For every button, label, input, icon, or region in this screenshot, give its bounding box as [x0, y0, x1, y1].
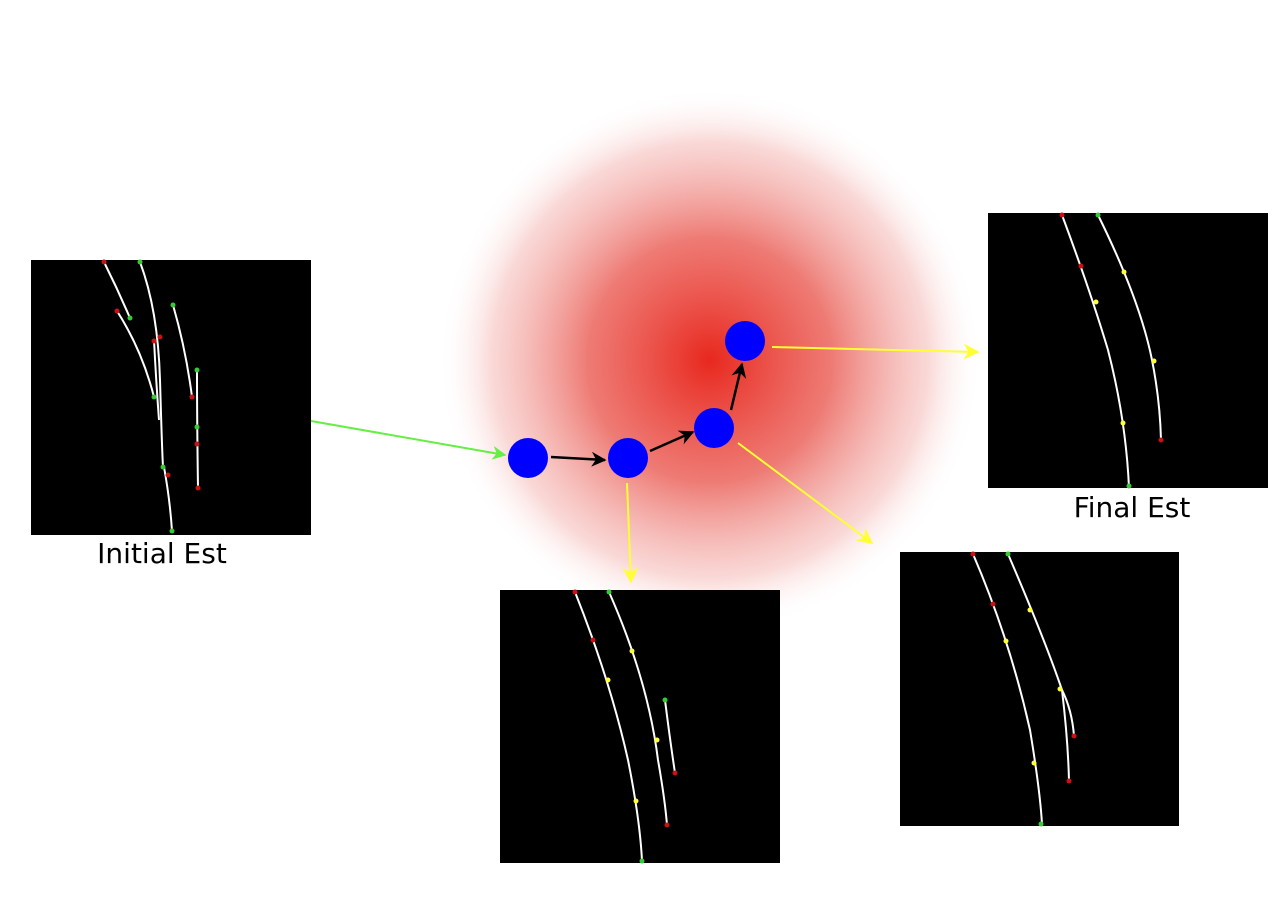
endpoint-marker [127, 315, 133, 321]
lane-curve [664, 699, 676, 774]
state-node [608, 438, 648, 478]
endpoint-marker [1057, 686, 1063, 692]
endpoint-marker [664, 822, 670, 828]
endpoint-marker [572, 589, 578, 595]
endpoint-marker [1031, 760, 1037, 766]
lane-curve [153, 339, 160, 421]
lane-curve [608, 591, 668, 826]
endpoint-marker [654, 737, 660, 743]
endpoint-marker [1003, 638, 1009, 644]
endpoint-marker [1071, 733, 1077, 739]
state-node [725, 321, 765, 361]
intermediate-estimate-panel [500, 589, 780, 864]
endpoint-marker [1126, 483, 1132, 489]
endpoint-marker [639, 858, 645, 864]
endpoint-marker [606, 589, 612, 595]
endpoint-marker [1095, 212, 1101, 218]
endpoint-marker [1078, 263, 1084, 269]
endpoint-marker [194, 424, 200, 430]
endpoint-marker [1038, 821, 1044, 827]
step-arrow [729, 362, 747, 411]
lane-curve [172, 304, 193, 398]
endpoint-marker [1027, 607, 1033, 613]
endpoint-marker [165, 472, 171, 478]
endpoint-marker [672, 770, 678, 776]
lane-curve [139, 261, 164, 468]
endpoint-marker [590, 637, 596, 643]
final-estimate-image [988, 213, 1268, 488]
endpoint-marker [1151, 358, 1157, 364]
initial-estimate-image [31, 260, 311, 535]
final-estimate-panel [988, 212, 1268, 489]
endpoint-marker [1005, 551, 1011, 557]
endpoint-marker [169, 528, 175, 534]
lane-curve [1061, 214, 1130, 489]
endpoint-marker [1093, 299, 1099, 305]
lane-curve [163, 466, 173, 532]
initial-estimate-label: Initial Est [97, 537, 227, 570]
endpoint-marker [195, 485, 201, 491]
endpoint-marker [1158, 437, 1164, 443]
state-node [694, 408, 734, 448]
step-arrow [649, 430, 695, 453]
endpoint-marker [151, 394, 157, 400]
endpoint-marker [1120, 420, 1126, 426]
intermediate-estimate-image [900, 552, 1179, 826]
endpoint-marker [114, 308, 120, 314]
endpoint-marker [160, 464, 166, 470]
endpoint-marker [101, 259, 107, 265]
endpoint-marker [990, 601, 996, 607]
lane-curve [1007, 553, 1075, 737]
state-node [508, 438, 548, 478]
lane-curve [103, 261, 131, 319]
intermediate-estimate-panel [900, 551, 1179, 827]
output-arrow [622, 482, 639, 584]
output-arrow [771, 343, 980, 360]
lane-curve [972, 553, 1043, 825]
final-estimate-label: Final Est [1074, 491, 1191, 524]
endpoint-marker [1059, 212, 1065, 218]
output-arrow [737, 442, 874, 544]
lane-curve [1097, 214, 1162, 441]
endpoint-marker [633, 798, 639, 804]
endpoint-marker [629, 648, 635, 654]
endpoint-marker [194, 367, 200, 373]
intermediate-estimate-image [500, 590, 780, 863]
lane-curve [116, 310, 155, 398]
endpoint-marker [662, 697, 668, 703]
initial-estimate-panel [31, 259, 311, 535]
endpoint-marker [189, 394, 195, 400]
lane-curve [1061, 689, 1070, 782]
endpoint-marker [970, 551, 976, 557]
endpoint-marker [151, 338, 157, 344]
endpoint-marker [157, 334, 163, 340]
endpoint-marker [1066, 778, 1072, 784]
endpoint-marker [605, 677, 611, 683]
probability-glow [438, 88, 982, 632]
endpoint-marker [170, 302, 176, 308]
step-arrow [550, 451, 607, 467]
input-arrow [310, 420, 507, 460]
endpoint-marker [137, 259, 143, 265]
endpoint-marker [194, 441, 200, 447]
endpoint-marker [1121, 269, 1127, 275]
